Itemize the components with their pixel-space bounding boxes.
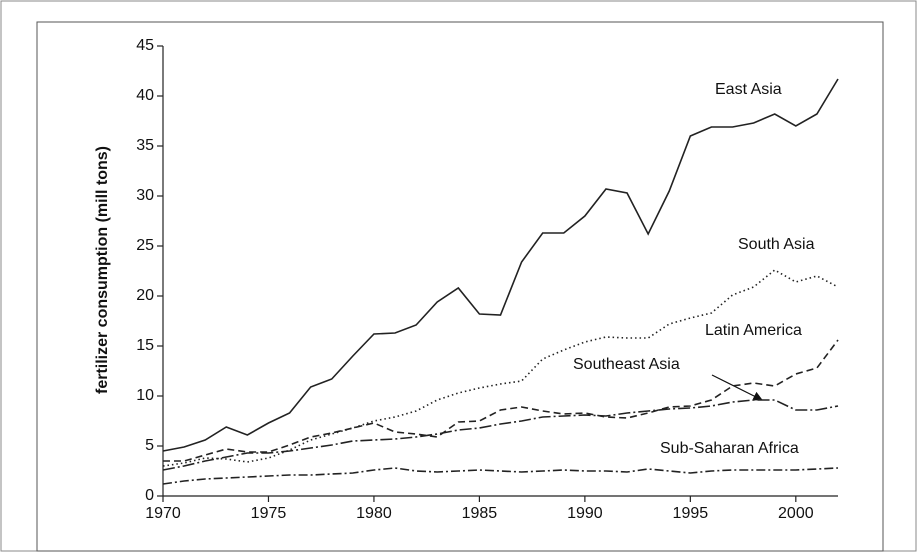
series-label: Latin America <box>705 322 802 339</box>
series-line <box>162 269 839 467</box>
series-label: South Asia <box>738 236 815 253</box>
series-line <box>163 339 839 462</box>
inner-frame <box>36 21 884 552</box>
y-tick-label: 35 <box>136 137 154 154</box>
y-tick-label: 10 <box>136 387 154 404</box>
series-line <box>162 467 839 485</box>
series-line <box>162 78 839 452</box>
y-tick-label: 40 <box>136 87 154 104</box>
series-label: East Asia <box>715 81 782 98</box>
y-tick-label: 5 <box>145 437 154 454</box>
x-tick-label: 1980 <box>356 505 392 522</box>
y-tick-label: 45 <box>136 37 154 54</box>
y-tick-label: 20 <box>136 287 154 304</box>
series-label: Southeast Asia <box>573 356 680 373</box>
x-tick-label: 1970 <box>145 505 181 522</box>
y-tick-label: 0 <box>145 487 154 504</box>
x-tick-label: 2000 <box>778 505 814 522</box>
y-tick-label: 15 <box>136 337 154 354</box>
annotation-arrow <box>711 374 763 401</box>
y-tick-label: 30 <box>136 187 154 204</box>
series-line <box>162 399 839 471</box>
x-tick-label: 1995 <box>673 505 709 522</box>
series-label: Sub-Saharan Africa <box>660 440 799 457</box>
x-tick-label: 1975 <box>251 505 287 522</box>
y-tick-label: 25 <box>136 237 154 254</box>
x-tick-label: 1990 <box>567 505 603 522</box>
y-axis-label: fertilizer consumption (mill tons) <box>94 146 111 394</box>
x-tick-label: 1985 <box>462 505 498 522</box>
